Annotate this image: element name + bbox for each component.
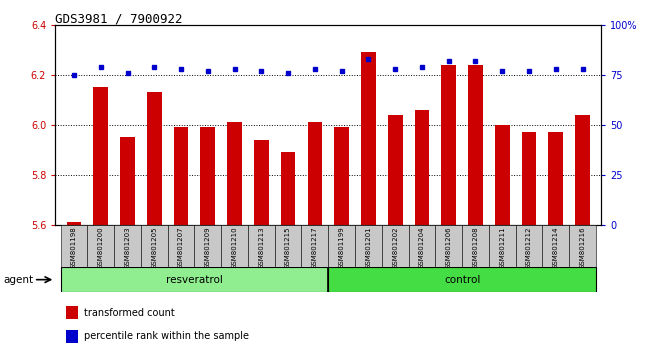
Text: GSM801207: GSM801207 (178, 227, 184, 269)
Bar (495, 125, 510, 354)
Text: GSM801212: GSM801212 (526, 227, 532, 269)
Text: GSM801211: GSM801211 (499, 227, 505, 269)
Bar (575, 115, 590, 354)
Bar (549, 132, 563, 354)
Text: GSM801200: GSM801200 (98, 227, 104, 269)
Bar (66, 307, 78, 319)
Bar (168, 225, 194, 267)
Bar (227, 122, 242, 354)
Bar (328, 267, 596, 292)
Bar (254, 140, 268, 354)
Bar (281, 152, 296, 354)
Text: GSM801204: GSM801204 (419, 227, 425, 269)
Bar (141, 225, 168, 267)
Bar (66, 330, 78, 343)
Bar (468, 65, 483, 354)
Bar (441, 65, 456, 354)
Bar (409, 225, 436, 267)
Bar (94, 87, 108, 354)
Text: GSM801217: GSM801217 (312, 227, 318, 269)
Bar (275, 225, 302, 267)
Bar (334, 127, 349, 354)
Bar (174, 127, 188, 354)
Text: control: control (444, 275, 480, 285)
Text: GSM801214: GSM801214 (552, 227, 559, 269)
Bar (328, 225, 355, 267)
Bar (114, 225, 141, 267)
Bar (87, 225, 114, 267)
Text: GSM801198: GSM801198 (71, 227, 77, 269)
Bar (436, 225, 462, 267)
Text: resveratrol: resveratrol (166, 275, 223, 285)
Text: agent: agent (3, 275, 33, 285)
Bar (522, 132, 536, 354)
Text: GSM801199: GSM801199 (339, 227, 345, 269)
Bar (355, 225, 382, 267)
Bar (415, 110, 429, 354)
Text: GSM801209: GSM801209 (205, 227, 211, 269)
Text: GSM801208: GSM801208 (473, 227, 478, 269)
Bar (120, 137, 135, 354)
Text: GSM801201: GSM801201 (365, 227, 371, 269)
Text: GSM801202: GSM801202 (392, 227, 398, 269)
Text: GDS3981 / 7900922: GDS3981 / 7900922 (55, 12, 183, 25)
Text: percentile rank within the sample: percentile rank within the sample (84, 331, 249, 342)
Bar (361, 52, 376, 354)
Bar (248, 225, 275, 267)
Text: GSM801213: GSM801213 (258, 227, 265, 269)
Bar (60, 225, 87, 267)
Text: GSM801206: GSM801206 (446, 227, 452, 269)
Text: GSM801210: GSM801210 (231, 227, 237, 269)
Bar (221, 225, 248, 267)
Bar (489, 225, 515, 267)
Bar (515, 225, 542, 267)
Bar (542, 225, 569, 267)
Bar (194, 225, 221, 267)
Bar (382, 225, 409, 267)
Text: GSM801205: GSM801205 (151, 227, 157, 269)
Bar (60, 267, 328, 292)
Bar (307, 122, 322, 354)
Text: GSM801216: GSM801216 (580, 227, 586, 269)
Bar (147, 92, 162, 354)
Bar (462, 225, 489, 267)
Bar (200, 127, 215, 354)
Bar (569, 225, 596, 267)
Text: GSM801215: GSM801215 (285, 227, 291, 269)
Text: transformed count: transformed count (84, 308, 174, 318)
Bar (302, 225, 328, 267)
Text: GSM801203: GSM801203 (125, 227, 131, 269)
Bar (67, 222, 81, 354)
Bar (388, 115, 402, 354)
